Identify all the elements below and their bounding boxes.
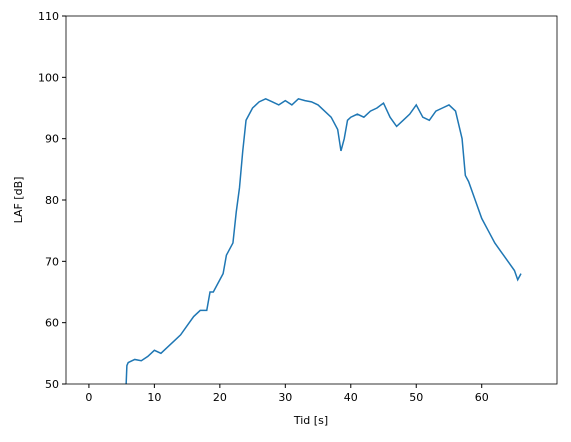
y-tick-label: 50	[45, 378, 59, 391]
x-tick-label: 40	[344, 391, 358, 404]
y-tick-label: 110	[38, 10, 59, 23]
y-tick-label: 90	[45, 133, 59, 146]
x-tick-label: 60	[475, 391, 489, 404]
y-tick-label: 60	[45, 317, 59, 330]
y-tick-label: 70	[45, 255, 59, 268]
x-tick-label: 20	[213, 391, 227, 404]
x-axis-label: Tid [s]	[293, 414, 328, 427]
y-tick-label: 80	[45, 194, 59, 207]
data-line	[125, 97, 522, 384]
x-tick-label: 10	[147, 391, 161, 404]
plot-frame	[65, 15, 558, 385]
x-tick-label: 0	[85, 391, 92, 404]
x-tick-label: 30	[278, 391, 292, 404]
y-tick-label: 100	[38, 71, 59, 84]
x-tick-label: 50	[409, 391, 423, 404]
y-axis-label: LAF [dB]	[12, 177, 25, 224]
